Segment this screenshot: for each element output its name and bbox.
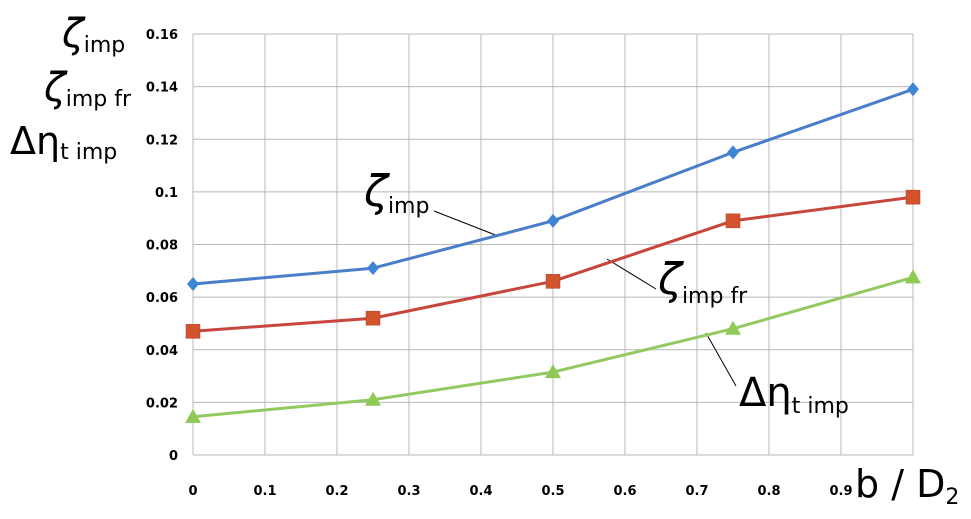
x-tick-label: 0.9 — [829, 484, 852, 499]
x-tick-label: 0.8 — [757, 484, 780, 499]
y-tick-label: 0.02 — [146, 396, 178, 411]
ylabel-delta-eta: Δηt imp — [10, 119, 117, 165]
marker-triangle — [365, 391, 381, 406]
x-tick-label: 0.2 — [325, 484, 348, 499]
x-axis-label: b / D2 — [855, 462, 959, 510]
y-tick-label: 0.1 — [155, 186, 178, 201]
x-tick-label: 0.1 — [253, 484, 276, 499]
marker-diamond — [187, 276, 199, 291]
marker-diamond — [727, 145, 739, 160]
y-axis-ticks: 0 0.02 0.04 0.06 0.08 0.1 0.12 0.14 0.16 — [146, 28, 178, 464]
y-tick-label: 0.06 — [146, 291, 178, 306]
marker-diamond — [367, 261, 379, 276]
marker-square — [545, 274, 561, 289]
x-tick-label: 0.5 — [541, 484, 564, 499]
y-tick-label: 0 — [169, 449, 178, 464]
marker-triangle — [905, 269, 921, 284]
marker-triangle — [185, 408, 201, 423]
leader-zeta-imp — [433, 210, 499, 237]
x-tick-label: 0.6 — [613, 484, 636, 499]
marker-square — [905, 189, 921, 205]
marker-diamond — [547, 213, 559, 228]
series-labels: ζimp ζimp fr Δηt imp — [363, 166, 849, 419]
y-tick-label: 0.04 — [146, 344, 178, 359]
y-tick-label: 0.12 — [146, 133, 178, 148]
y-axis-labels: ζimp ζimp fr Δηt imp — [10, 11, 132, 165]
series-markers — [185, 82, 921, 423]
y-tick-label: 0.16 — [146, 28, 178, 43]
y-tick-label: 0.08 — [146, 239, 178, 254]
x-tick-label: 0.7 — [685, 484, 708, 499]
series-label-zeta-imp: ζimp — [363, 166, 429, 219]
series-label-delta-eta: Δηt imp — [739, 370, 849, 419]
marker-square — [725, 213, 741, 229]
grid — [192, 33, 914, 456]
marker-diamond — [907, 82, 919, 97]
x-tick-label: 0 — [188, 484, 197, 499]
x-axis-ticks: 0 0.1 0.2 0.3 0.4 0.5 0.6 0.7 0.8 0.9 — [188, 484, 852, 499]
ylabel-zeta-imp-fr: ζimp fr — [43, 65, 132, 112]
x-tick-label: 0.3 — [397, 484, 420, 499]
label-leaders — [433, 210, 737, 387]
marker-square — [365, 310, 381, 326]
marker-triangle — [725, 320, 741, 335]
series-label-zeta-imp-fr: ζimp fr — [657, 254, 748, 309]
leader-zeta-imp-fr — [606, 258, 657, 290]
ylabel-zeta-imp: ζimp — [61, 11, 125, 58]
marker-square — [185, 324, 201, 339]
y-tick-label: 0.14 — [146, 81, 178, 96]
leader-delta-eta — [705, 332, 737, 387]
marker-triangle — [545, 364, 561, 379]
x-tick-label: 0.4 — [469, 484, 492, 499]
